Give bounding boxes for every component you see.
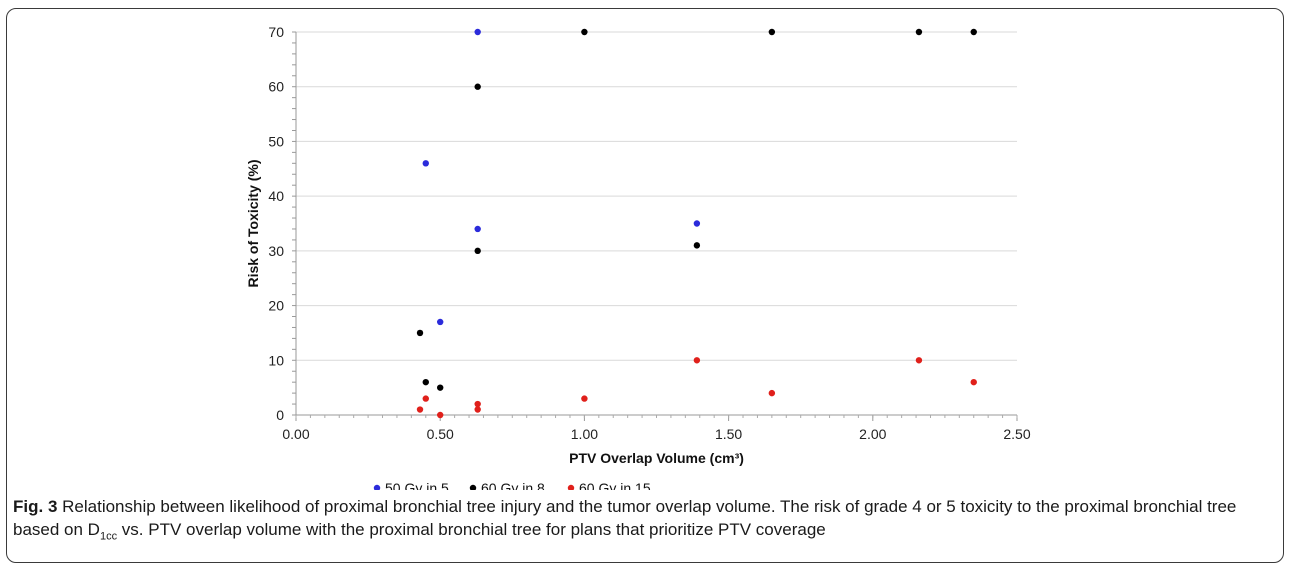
- caption-text-part2: vs. PTV overlap volume with the proximal…: [117, 520, 826, 539]
- figure-label: Fig. 3: [13, 497, 58, 516]
- y-tick-label: 20: [268, 298, 284, 314]
- axes: 0 10 20 30 40 50 60 70 0.00 0.50 1.00 1.50 2.00 2.50: [268, 24, 1030, 442]
- figure-frame: [6, 8, 1284, 563]
- data-point-0: [437, 318, 444, 326]
- data-point-1: [581, 28, 588, 36]
- legend-label: 60 Gy in 15: [579, 480, 651, 490]
- y-tick-label: 0: [276, 407, 284, 423]
- data-point-1: [474, 247, 481, 255]
- legend: 50 Gy in 5 60 Gy in 8 60 Gy in 15: [373, 480, 651, 490]
- y-tick-label: 60: [268, 79, 284, 95]
- data-point-1: [474, 83, 481, 90]
- legend-label: 50 Gy in 5: [385, 480, 449, 490]
- data-point-2: [693, 357, 701, 364]
- figure-caption: Fig. 3 Relationship between likelihood o…: [13, 495, 1273, 548]
- caption-text-part1: Relationship between likelihood of proxi…: [13, 497, 1237, 539]
- legend-marker: [469, 484, 477, 490]
- legend-marker: [373, 484, 381, 490]
- data-point-2: [416, 406, 424, 413]
- data-point-0: [474, 28, 481, 36]
- data-point-2: [474, 406, 481, 413]
- gridlines: [296, 31, 1017, 361]
- data-point-0: [693, 220, 701, 227]
- data-point-2: [581, 395, 588, 402]
- legend-marker: [567, 484, 575, 490]
- data-point-2: [437, 411, 444, 419]
- x-tick-label: 2.00: [859, 426, 886, 442]
- y-tick-label: 40: [268, 188, 284, 204]
- y-tick-label: 50: [268, 133, 284, 149]
- data-point-1: [422, 378, 429, 386]
- data-point-1: [768, 28, 776, 36]
- x-tick-label: 1.00: [571, 426, 598, 442]
- data-point-0: [474, 225, 481, 233]
- data-point-2: [915, 357, 923, 364]
- y-tick-label: 30: [268, 243, 284, 259]
- data-point-1: [437, 384, 444, 391]
- data-points: [416, 28, 977, 419]
- data-point-1: [915, 28, 923, 36]
- data-point-2: [768, 389, 776, 397]
- y-tick-label: 10: [268, 352, 284, 368]
- data-point-2: [474, 400, 481, 408]
- data-point-1: [416, 329, 424, 337]
- y-tick-label: 70: [268, 24, 284, 40]
- data-point-1: [693, 242, 701, 249]
- x-tick-label: 1.50: [715, 426, 742, 442]
- data-point-0: [422, 160, 429, 167]
- data-point-2: [422, 395, 429, 402]
- y-axis-title: Risk of Toxicity (%): [245, 159, 261, 287]
- data-point-2: [970, 378, 977, 386]
- data-point-1: [970, 28, 977, 36]
- legend-label: 60 Gy in 8: [481, 480, 545, 490]
- x-axis-title: PTV Overlap Volume (cm³): [569, 450, 744, 466]
- x-tick-label: 0.00: [282, 426, 309, 442]
- caption-subscript: 1cc: [99, 530, 118, 543]
- x-tick-label: 2.50: [1003, 426, 1030, 442]
- x-tick-label: 0.50: [427, 426, 454, 442]
